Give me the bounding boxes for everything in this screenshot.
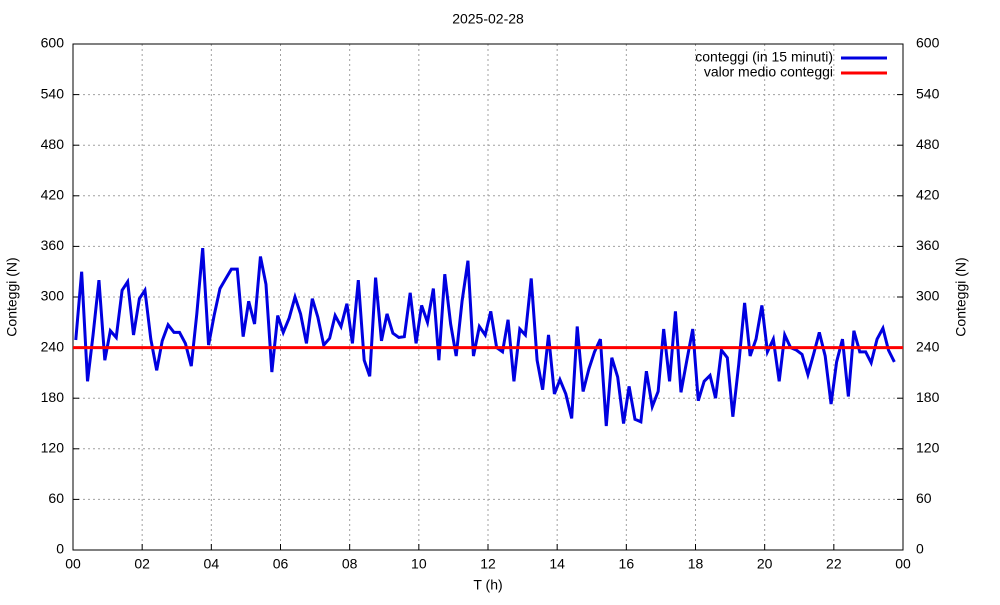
y-tick-label: 180 <box>41 389 65 405</box>
y-tick-label: 240 <box>41 338 65 354</box>
y-tick-label: 60 <box>48 490 64 506</box>
x-tick-label: 00 <box>895 556 911 572</box>
y-tick-label: 420 <box>41 187 65 203</box>
chart-title: 2025-02-28 <box>452 11 524 27</box>
y-axis-title: Conteggi (N) <box>4 257 20 336</box>
x-tick-label: 04 <box>204 556 220 572</box>
y2-tick-label: 120 <box>916 440 940 456</box>
y2-tick-label: 180 <box>916 389 940 405</box>
x-tick-label: 00 <box>65 556 81 572</box>
y2-tick-label: 600 <box>916 35 940 51</box>
x-tick-label: 16 <box>619 556 635 572</box>
x-tick-label: 22 <box>826 556 842 572</box>
y2-tick-label: 240 <box>916 338 940 354</box>
y2-tick-label: 480 <box>916 136 940 152</box>
y2-axis-title: Conteggi (N) <box>953 257 969 336</box>
y-tick-label: 480 <box>41 136 65 152</box>
x-tick-label: 08 <box>342 556 358 572</box>
y-tick-label: 540 <box>41 85 65 101</box>
y-tick-label: 360 <box>41 237 65 253</box>
x-tick-label: 12 <box>480 556 496 572</box>
x-tick-label: 20 <box>757 556 773 572</box>
y-tick-label: 120 <box>41 440 65 456</box>
legend-label: conteggi (in 15 minuti) <box>695 49 833 65</box>
y-tick-label: 300 <box>41 288 65 304</box>
x-tick-label: 14 <box>549 556 565 572</box>
x-tick-label: 18 <box>688 556 704 572</box>
y2-tick-label: 420 <box>916 187 940 203</box>
y2-tick-label: 60 <box>916 490 932 506</box>
x-tick-label: 02 <box>134 556 150 572</box>
x-axis-title: T (h) <box>473 577 502 593</box>
y2-tick-label: 0 <box>916 541 924 557</box>
legend-label: valor medio conteggi <box>704 64 833 80</box>
y-tick-label: 0 <box>56 541 64 557</box>
y2-tick-label: 300 <box>916 288 940 304</box>
x-tick-label: 10 <box>411 556 427 572</box>
y-tick-label: 600 <box>41 35 65 51</box>
y2-tick-label: 360 <box>916 237 940 253</box>
y2-tick-label: 540 <box>916 85 940 101</box>
plot-border <box>72 43 904 551</box>
x-tick-label: 06 <box>273 556 289 572</box>
data-line <box>74 247 896 427</box>
